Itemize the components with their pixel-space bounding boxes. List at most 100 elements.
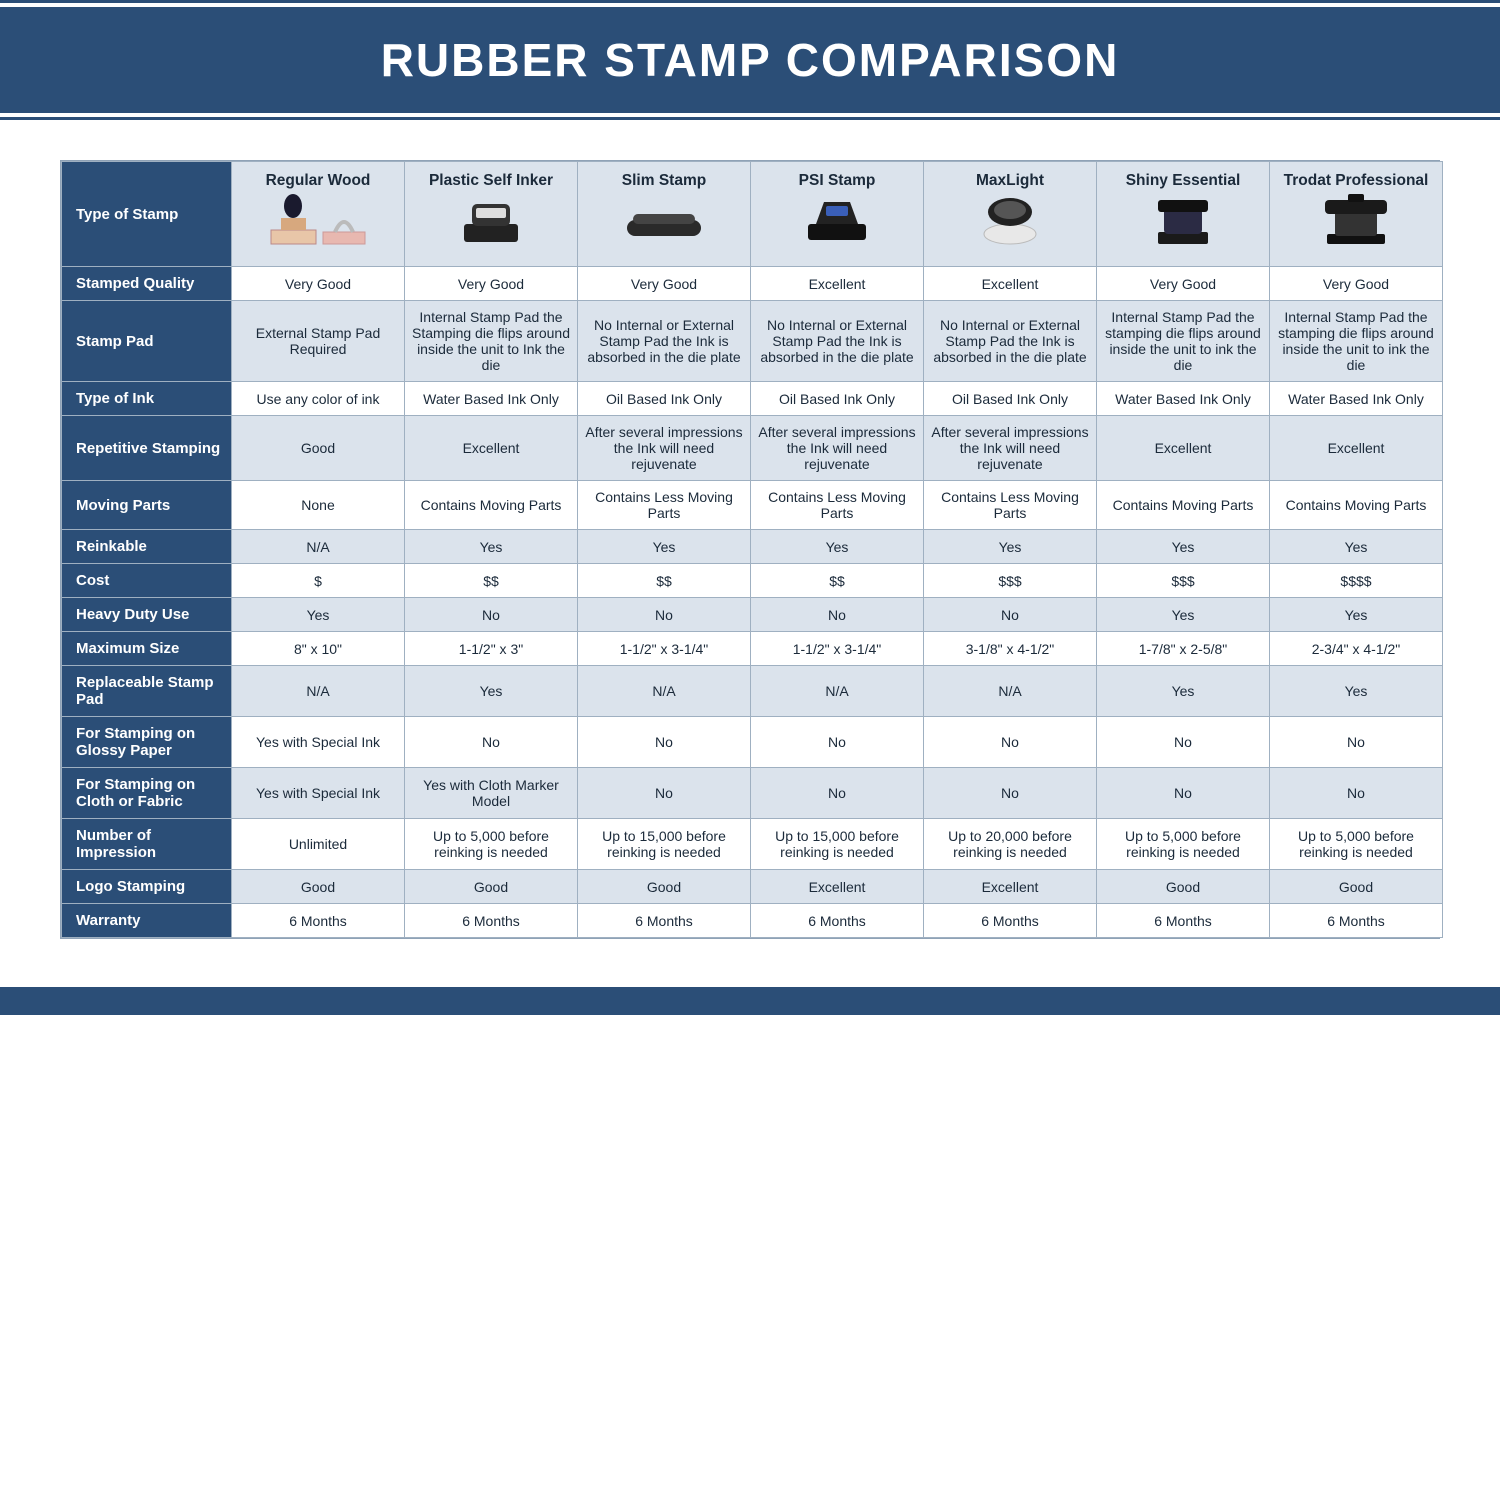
cell: No [924, 717, 1097, 768]
cell: 6 Months [232, 904, 405, 938]
cell: Contains Less Moving Parts [578, 481, 751, 530]
row-label: Logo Stamping [62, 870, 232, 904]
cell: 1-1/2" x 3-1/4" [578, 632, 751, 666]
cell: No Internal or External Stamp Pad the In… [924, 301, 1097, 382]
row-label: Stamped Quality [62, 267, 232, 301]
cell: Good [578, 870, 751, 904]
cell: No [1097, 717, 1270, 768]
cell: 1-1/2" x 3" [405, 632, 578, 666]
cell: $$$$ [1270, 564, 1443, 598]
col-label: Shiny Essential [1103, 172, 1263, 190]
cell: 3-1/8" x 4-1/2" [924, 632, 1097, 666]
table-row: Repetitive StampingGoodExcellentAfter se… [62, 416, 1443, 481]
cell: Excellent [924, 870, 1097, 904]
cell: Internal Stamp Pad the stamping die flip… [1270, 301, 1443, 382]
cell: Contains Moving Parts [1097, 481, 1270, 530]
cell: After several impressions the Ink will n… [751, 416, 924, 481]
cell: Very Good [405, 267, 578, 301]
cell: Yes [924, 530, 1097, 564]
cell: 6 Months [405, 904, 578, 938]
cell: $$$ [1097, 564, 1270, 598]
col-header: Plastic Self Inker [405, 162, 578, 267]
row-label: Heavy Duty Use [62, 598, 232, 632]
cell: Good [405, 870, 578, 904]
cell: 6 Months [578, 904, 751, 938]
cell: No [924, 598, 1097, 632]
cell: No [405, 717, 578, 768]
cell: No [578, 717, 751, 768]
col-label: Trodat Professional [1276, 172, 1436, 190]
cell: Oil Based Ink Only [751, 382, 924, 416]
table-row: Cost$$$$$$$$$$$$$$$$$ [62, 564, 1443, 598]
row-label: Maximum Size [62, 632, 232, 666]
cell: N/A [924, 666, 1097, 717]
page-title: RUBBER STAMP COMPARISON [0, 7, 1500, 113]
cell: Up to 20,000 before reinking is needed [924, 819, 1097, 870]
cell: $$ [751, 564, 924, 598]
wood-stamp-icon [238, 190, 398, 262]
cell: No Internal or External Stamp Pad the In… [578, 301, 751, 382]
cell: Yes with Cloth Marker Model [405, 768, 578, 819]
cell: No [1270, 768, 1443, 819]
cell: Yes [1270, 598, 1443, 632]
cell: Water Based Ink Only [1270, 382, 1443, 416]
cell: 1-1/2" x 3-1/4" [751, 632, 924, 666]
cell: None [232, 481, 405, 530]
col-label: Regular Wood [238, 172, 398, 190]
comparison-table: Type of Stamp Regular Wood Plastic Self … [61, 161, 1443, 938]
cell: No [578, 598, 751, 632]
cell: 1-7/8" x 2-5/8" [1097, 632, 1270, 666]
table-row: Maximum Size8" x 10"1-1/2" x 3"1-1/2" x … [62, 632, 1443, 666]
cell: $$$ [924, 564, 1097, 598]
cell: External Stamp Pad Required [232, 301, 405, 382]
col-header: MaxLight [924, 162, 1097, 267]
cell: Up to 15,000 before reinking is needed [751, 819, 924, 870]
cell: Water Based Ink Only [1097, 382, 1270, 416]
table-row: Replaceable Stamp PadN/AYesN/AN/AN/AYesY… [62, 666, 1443, 717]
self-inker-icon [411, 190, 571, 262]
cell: Water Based Ink Only [405, 382, 578, 416]
cell: No Internal or External Stamp Pad the In… [751, 301, 924, 382]
row-label: Number of Impression [62, 819, 232, 870]
cell: Use any color of ink [232, 382, 405, 416]
cell: After several impressions the Ink will n… [924, 416, 1097, 481]
cell: Very Good [578, 267, 751, 301]
table-row: Stamped QualityVery GoodVery GoodVery Go… [62, 267, 1443, 301]
row-label: Warranty [62, 904, 232, 938]
cell: 6 Months [924, 904, 1097, 938]
cell: Excellent [751, 870, 924, 904]
cell: Very Good [1270, 267, 1443, 301]
table-row: Warranty6 Months6 Months6 Months6 Months… [62, 904, 1443, 938]
row-label: Reinkable [62, 530, 232, 564]
cell: Yes [405, 666, 578, 717]
trodat-stamp-icon [1276, 190, 1436, 262]
cell: Internal Stamp Pad the stamping die flip… [1097, 301, 1270, 382]
row-label: For Stamping on Cloth or Fabric [62, 768, 232, 819]
cell: Excellent [405, 416, 578, 481]
cell: N/A [232, 530, 405, 564]
cell: Unlimited [232, 819, 405, 870]
table-row: For Stamping on Cloth or Fabric Yes with … [62, 768, 1443, 819]
cell: Up to 15,000 before reinking is needed [578, 819, 751, 870]
cell: After several impressions the Ink will n… [578, 416, 751, 481]
cell: N/A [578, 666, 751, 717]
col-header: Trodat Professional [1270, 162, 1443, 267]
psi-stamp-icon [757, 190, 917, 262]
cell: Internal Stamp Pad the Stamping die flip… [405, 301, 578, 382]
cell: Yes [1270, 530, 1443, 564]
table-row: Moving PartsNone Contains Moving Parts Con… [62, 481, 1443, 530]
cell: 2-3/4" x 4-1/2" [1270, 632, 1443, 666]
col-label: MaxLight [930, 172, 1090, 190]
col-header: Regular Wood [232, 162, 405, 267]
cell: No [924, 768, 1097, 819]
cell: Yes [1097, 530, 1270, 564]
comparison-table-wrap: Type of Stamp Regular Wood Plastic Self … [60, 160, 1440, 939]
table-row: Heavy Duty UseYesNoNoNoNoYesYes [62, 598, 1443, 632]
cell: Very Good [1097, 267, 1270, 301]
row-label: Moving Parts [62, 481, 232, 530]
cell: No [1097, 768, 1270, 819]
title-band: RUBBER STAMP COMPARISON [0, 0, 1500, 120]
shiny-stamp-icon [1103, 190, 1263, 262]
cell: No [578, 768, 751, 819]
cell: N/A [232, 666, 405, 717]
